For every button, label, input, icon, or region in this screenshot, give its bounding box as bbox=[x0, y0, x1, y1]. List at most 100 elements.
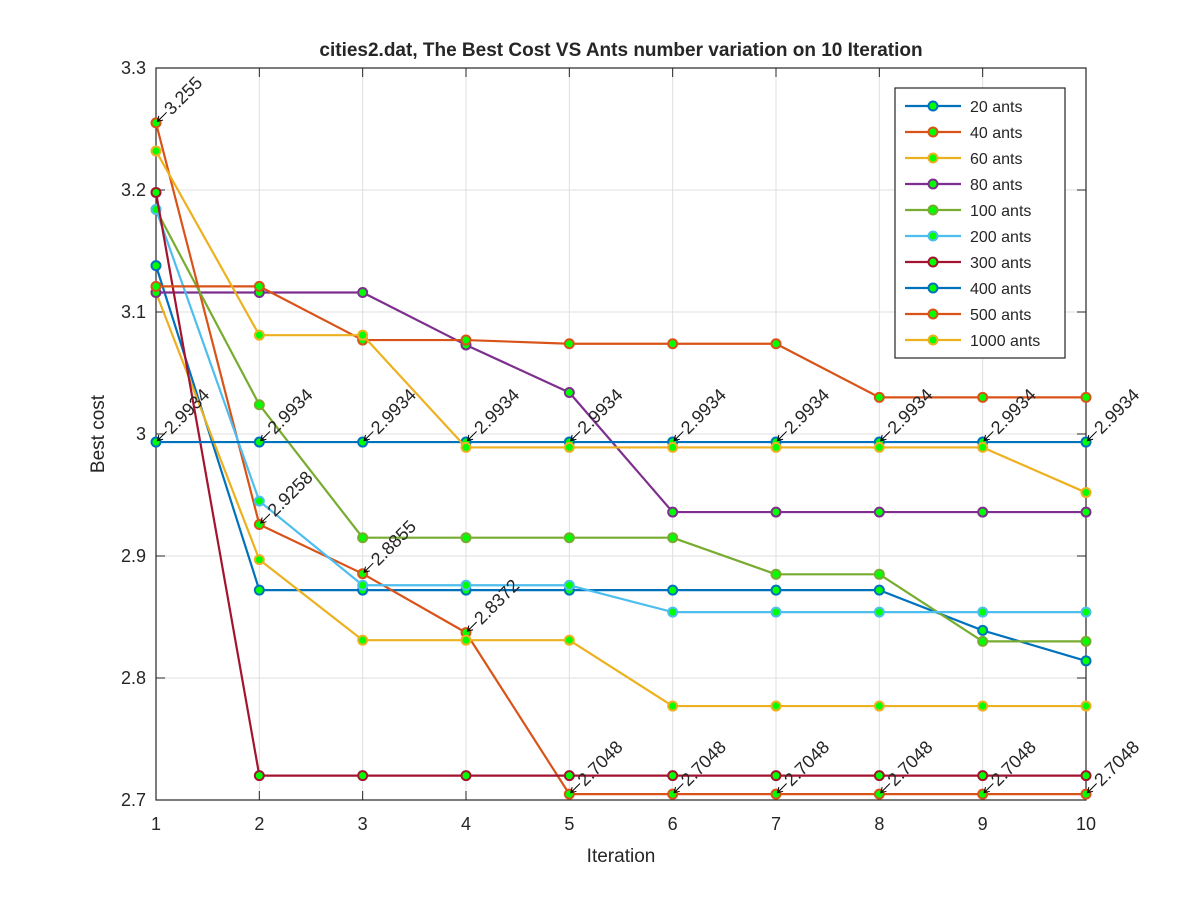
data-point bbox=[357, 329, 369, 341]
series-line bbox=[156, 291, 1086, 514]
legend-marker bbox=[927, 230, 939, 242]
data-tip-label: 2.7048 bbox=[1090, 737, 1143, 790]
data-point bbox=[977, 635, 989, 647]
data-point bbox=[1080, 391, 1092, 403]
data-tip-arrowhead bbox=[156, 434, 164, 442]
data-tip-arrow bbox=[157, 111, 167, 122]
data-point bbox=[460, 770, 472, 782]
legend-label: 20 ants bbox=[970, 99, 1022, 116]
data-point bbox=[253, 329, 265, 341]
legend-marker bbox=[927, 256, 939, 268]
series-300-ants bbox=[150, 186, 1092, 782]
data-point bbox=[357, 579, 369, 591]
data-point bbox=[977, 391, 989, 403]
data-point bbox=[977, 606, 989, 618]
data-point bbox=[977, 700, 989, 712]
data-tip-arrow bbox=[777, 431, 787, 441]
data-point bbox=[357, 286, 369, 298]
data-point bbox=[253, 399, 265, 411]
data-point bbox=[150, 280, 162, 292]
data-tip-arrowhead bbox=[776, 786, 784, 794]
data-point bbox=[770, 606, 782, 618]
data-point bbox=[460, 579, 472, 591]
x-tick-label: 8 bbox=[874, 814, 884, 834]
data-point bbox=[873, 568, 885, 580]
data-point bbox=[253, 280, 265, 292]
series-line bbox=[155, 209, 1086, 643]
data-point bbox=[460, 634, 472, 646]
data-point bbox=[770, 700, 782, 712]
y-tick-label: 2.9 bbox=[121, 546, 146, 566]
legend-label: 100 ants bbox=[970, 203, 1031, 220]
data-point bbox=[357, 532, 369, 544]
data-point bbox=[1080, 770, 1092, 782]
data-tip-arrowhead bbox=[983, 786, 990, 794]
data-point bbox=[873, 584, 885, 596]
data-point bbox=[253, 554, 265, 566]
legend-item: 1000 ants bbox=[905, 333, 1040, 350]
legend-label: 200 ants bbox=[970, 229, 1031, 246]
x-axis-label: Iteration bbox=[587, 846, 656, 867]
data-tip-arrowhead bbox=[880, 786, 887, 794]
data-tip-arrowhead bbox=[363, 434, 370, 442]
data-point bbox=[1080, 606, 1092, 618]
x-tick-label: 5 bbox=[564, 814, 574, 834]
data-point bbox=[873, 391, 885, 403]
data-point bbox=[977, 624, 989, 636]
series-80-ants bbox=[150, 286, 1092, 518]
legend-item: 40 ants bbox=[905, 125, 1022, 142]
series-line bbox=[154, 209, 1086, 614]
data-tip-arrowhead bbox=[673, 786, 680, 794]
data-point bbox=[563, 338, 575, 350]
legend-item: 80 ants bbox=[905, 177, 1022, 194]
legend-marker bbox=[927, 126, 939, 138]
series-line bbox=[154, 122, 1086, 796]
series-500-ants bbox=[150, 280, 1092, 403]
legend-marker bbox=[927, 152, 939, 164]
data-tip-arrow bbox=[880, 783, 891, 794]
data-point bbox=[563, 387, 575, 399]
data-point bbox=[150, 186, 162, 198]
data-tip-arrow bbox=[467, 621, 477, 632]
legend-marker bbox=[927, 178, 939, 190]
data-point bbox=[977, 441, 989, 453]
series-lines bbox=[150, 117, 1092, 800]
data-point bbox=[667, 770, 679, 782]
data-tip-arrowhead bbox=[363, 566, 370, 573]
data-point bbox=[253, 584, 265, 596]
data-point bbox=[770, 441, 782, 453]
data-tip-arrowhead bbox=[260, 517, 267, 524]
series-200-ants bbox=[150, 204, 1092, 618]
data-point bbox=[357, 770, 369, 782]
data-tip-arrowhead bbox=[1086, 786, 1094, 794]
x-tick-label: 6 bbox=[668, 814, 678, 834]
data-point bbox=[357, 634, 369, 646]
data-tip: 2.7048 bbox=[1086, 737, 1143, 794]
data-point bbox=[770, 338, 782, 350]
data-tip-arrow bbox=[777, 783, 787, 794]
series-1000-ants bbox=[150, 145, 1092, 499]
data-tip-arrowhead bbox=[570, 786, 577, 794]
data-tip-arrow bbox=[570, 431, 581, 441]
data-tip-arrowhead bbox=[880, 434, 887, 442]
data-tip-arrowhead bbox=[983, 434, 990, 442]
data-tip-arrowhead bbox=[260, 434, 267, 442]
legend-label: 400 ants bbox=[970, 281, 1031, 298]
x-tick-label: 9 bbox=[978, 814, 988, 834]
legend-item: 300 ants bbox=[905, 255, 1031, 272]
legend-item: 100 ants bbox=[905, 203, 1031, 220]
data-point bbox=[667, 441, 679, 453]
data-point bbox=[873, 506, 885, 518]
data-point bbox=[253, 495, 265, 507]
data-point bbox=[150, 145, 162, 157]
data-point bbox=[1080, 506, 1092, 518]
data-point bbox=[460, 334, 472, 346]
series-line bbox=[154, 265, 1087, 662]
data-point bbox=[563, 532, 575, 544]
data-point bbox=[460, 532, 472, 544]
series-60-ants bbox=[150, 286, 1092, 712]
data-point bbox=[667, 700, 679, 712]
legend-label: 1000 ants bbox=[970, 333, 1040, 350]
data-point bbox=[977, 770, 989, 782]
data-point bbox=[253, 770, 265, 782]
